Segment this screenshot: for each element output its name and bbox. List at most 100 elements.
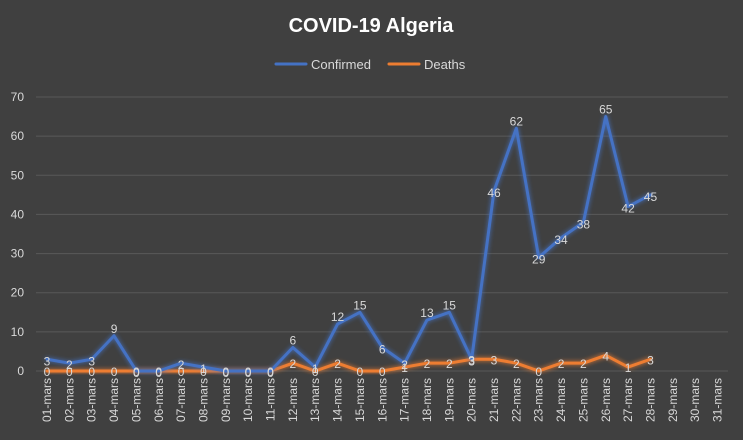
data-label-deaths: 4 — [602, 349, 609, 363]
data-label-deaths: 2 — [424, 357, 431, 371]
data-label-deaths: 0 — [245, 365, 252, 379]
x-tick-label: 29-mars — [666, 378, 680, 422]
x-tick-label: 20-mars — [465, 378, 479, 422]
x-tick-label: 15-mars — [353, 378, 367, 422]
x-tick-label: 04-mars — [107, 378, 121, 422]
x-tick-label: 06-mars — [152, 378, 166, 422]
x-tick-label: 30-mars — [688, 378, 702, 422]
data-label-deaths: 0 — [111, 365, 118, 379]
data-label-confirmed: 65 — [599, 103, 613, 117]
data-label-deaths: 0 — [200, 365, 207, 379]
y-tick-label: 40 — [11, 207, 25, 221]
data-label-deaths: 0 — [178, 365, 185, 379]
data-label-deaths: 2 — [513, 357, 520, 371]
series-layer — [45, 115, 652, 373]
x-tick-label: 01-mars — [40, 378, 54, 422]
data-label-deaths: 3 — [468, 353, 475, 367]
x-tick-label: 24-mars — [554, 378, 568, 422]
series-line-confirmed — [45, 115, 652, 373]
y-tick-label: 20 — [11, 286, 25, 300]
data-label-confirmed: 34 — [554, 233, 568, 247]
legend: Confirmed Deaths — [274, 57, 466, 72]
y-tick-label: 50 — [11, 168, 25, 182]
data-label-confirmed: 62 — [510, 114, 524, 128]
data-label-confirmed: 38 — [577, 217, 591, 231]
data-label-confirmed: 0 — [222, 366, 229, 380]
data-label-confirmed: 0 — [133, 366, 140, 380]
data-label-confirmed: 15 — [353, 298, 367, 312]
data-label-deaths: 2 — [446, 357, 453, 371]
x-tick-label: 28-mars — [643, 378, 657, 422]
data-label-deaths: 0 — [379, 365, 386, 379]
chart-title: COVID-19 Algeria — [289, 15, 455, 37]
data-label-deaths: 0 — [222, 365, 229, 379]
data-label-confirmed: 13 — [420, 306, 434, 320]
data-label-deaths: 2 — [334, 357, 341, 371]
data-label-confirmed: 45 — [644, 190, 658, 204]
data-label-confirmed: 29 — [532, 252, 546, 266]
y-axis: 0 10 20 30 40 50 60 70 — [11, 90, 25, 378]
x-tick-label: 14-mars — [331, 378, 345, 422]
data-label-confirmed: 0 — [155, 366, 162, 380]
x-tick-label: 12-mars — [286, 378, 300, 422]
x-tick-label: 02-mars — [62, 378, 76, 422]
y-tick-label: 0 — [17, 364, 24, 378]
data-label-confirmed: 3 — [468, 354, 475, 368]
data-label-confirmed: 42 — [621, 202, 635, 216]
x-tick-label: 09-mars — [219, 378, 233, 422]
data-label-confirmed: 3 — [88, 354, 95, 368]
y-tick-label: 60 — [11, 129, 25, 143]
x-tick-label: 07-mars — [174, 378, 188, 422]
x-tick-label: 21-mars — [487, 378, 501, 422]
data-label-confirmed: 46 — [487, 186, 501, 200]
x-tick-label: 16-mars — [375, 378, 389, 422]
data-label-confirmed: 0 — [267, 366, 274, 380]
x-tick-label: 17-mars — [398, 378, 412, 422]
gridlines — [36, 96, 728, 372]
y-tick-label: 30 — [11, 247, 25, 261]
data-label-deaths: 0 — [133, 365, 140, 379]
data-label-confirmed: 15 — [443, 298, 457, 312]
data-label-confirmed: 6 — [379, 343, 386, 357]
x-tick-label: 31-mars — [711, 378, 725, 422]
data-label-deaths: 2 — [290, 357, 297, 371]
data-label-confirmed: 1 — [200, 362, 207, 376]
data-label-confirmed: 9 — [111, 322, 118, 336]
x-tick-label: 19-mars — [442, 378, 456, 422]
data-label-confirmed: 2 — [401, 358, 408, 372]
data-label-deaths: 3 — [491, 353, 498, 367]
legend-label-deaths: Deaths — [424, 57, 466, 72]
x-tick-label: 23-mars — [532, 378, 546, 422]
data-label-confirmed: 2 — [178, 358, 185, 372]
data-label-deaths: 0 — [267, 365, 274, 379]
data-label-deaths: 3 — [647, 353, 654, 367]
data-label-confirmed: 1 — [312, 362, 319, 376]
data-label-deaths: 2 — [558, 357, 565, 371]
data-label-deaths: 1 — [401, 361, 408, 375]
x-tick-label: 10-mars — [241, 378, 255, 422]
data-label-confirmed: 3 — [44, 354, 51, 368]
data-label-deaths: 0 — [535, 365, 542, 379]
data-label-confirmed: 2 — [66, 358, 73, 372]
x-tick-label: 13-mars — [308, 378, 322, 422]
x-axis: 01-mars 02-mars 03-mars 04-mars 05-mars 06-ma… — [40, 378, 725, 422]
data-label-confirmed: 6 — [290, 334, 297, 348]
data-label-deaths: 0 — [88, 365, 95, 379]
x-tick-label: 11-mars — [264, 378, 278, 421]
x-tick-label: 18-mars — [420, 378, 434, 422]
data-labels: 3 2 390 02 1 0 0 061121562131534662293438654245… — [44, 103, 658, 380]
data-label-deaths: 0 — [312, 365, 319, 379]
data-label-confirmed: 0 — [245, 366, 252, 380]
data-label-deaths: 1 — [625, 361, 632, 375]
x-tick-label: 27-mars — [621, 378, 635, 422]
legend-label-confirmed: Confirmed — [311, 57, 371, 72]
data-label-deaths: 0 — [66, 365, 73, 379]
data-label-deaths: 2 — [580, 357, 587, 371]
x-tick-label: 22-mars — [509, 378, 523, 422]
x-tick-label: 08-mars — [196, 378, 210, 422]
data-label-confirmed: 12 — [331, 310, 345, 324]
data-label-deaths: 0 — [44, 365, 51, 379]
y-tick-label: 70 — [11, 90, 25, 104]
